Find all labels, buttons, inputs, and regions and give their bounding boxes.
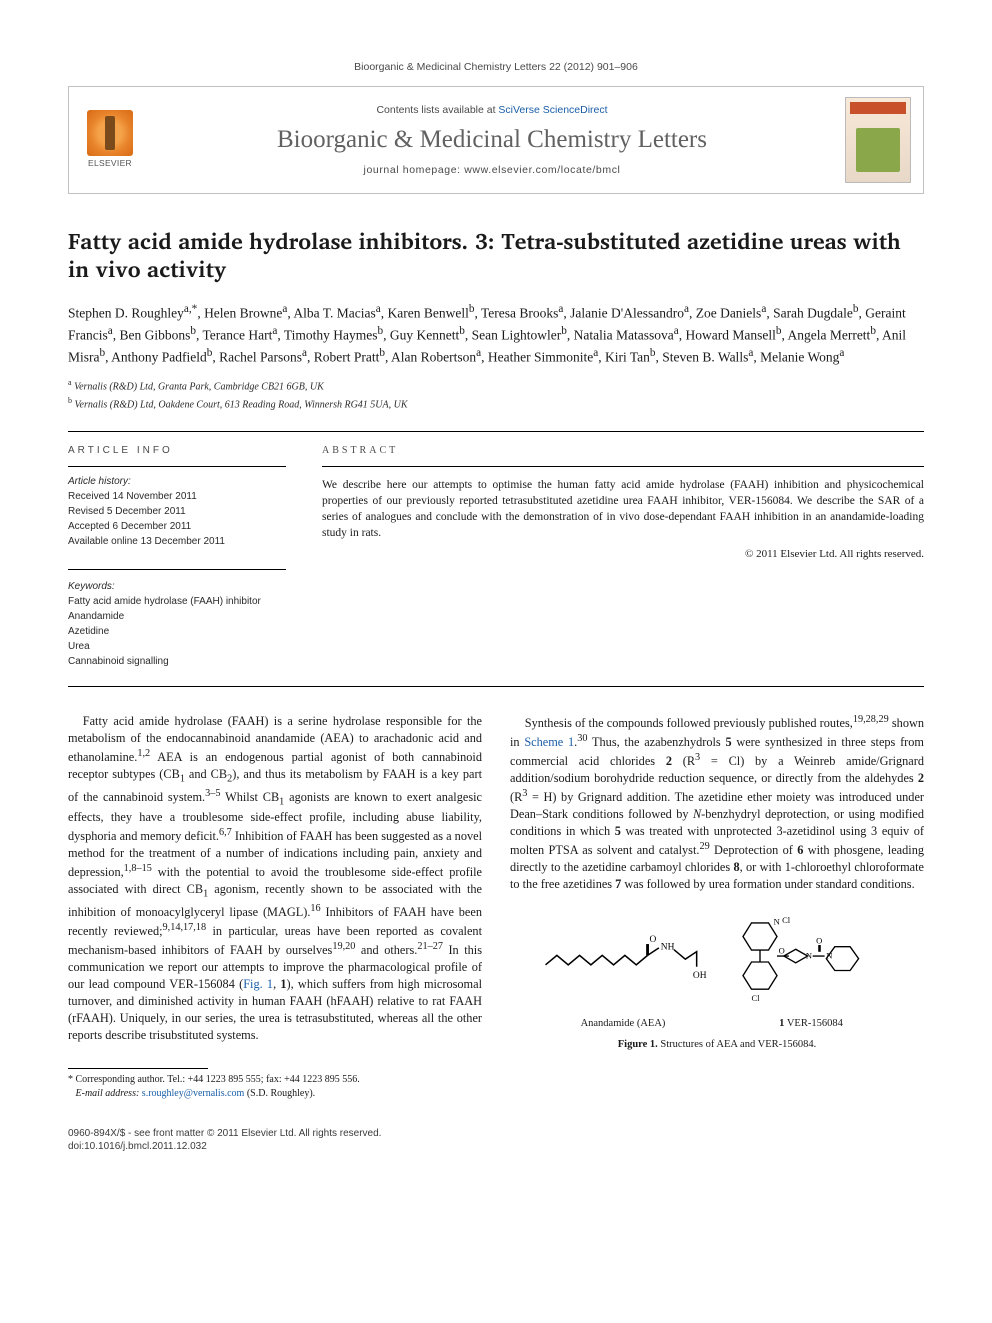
article-title: Fatty acid amide hydrolase inhibitors. 3… <box>68 228 924 283</box>
journal-name: Bioorganic & Medicinal Chemistry Letters <box>153 123 831 157</box>
elsevier-tree-icon <box>87 110 133 156</box>
history-revised: Revised 5 December 2011 <box>68 505 286 519</box>
contents-available-line: Contents lists available at SciVerse Sci… <box>153 103 831 117</box>
keyword-2: Azetidine <box>68 625 286 639</box>
page-footer: 0960-894X/$ - see front matter © 2011 El… <box>68 1127 924 1154</box>
journal-homepage: journal homepage: www.elsevier.com/locat… <box>153 163 831 177</box>
affiliations: a Vernalis (R&D) Ltd, Granta Park, Cambr… <box>68 377 924 413</box>
corr-line1: Corresponding author. Tel.: +44 1223 895… <box>76 1074 360 1085</box>
keyword-4: Cannabinoid signalling <box>68 655 286 669</box>
svg-text:NH: NH <box>661 943 675 953</box>
affiliation-a: a Vernalis (R&D) Ltd, Granta Park, Cambr… <box>68 377 924 395</box>
corr-email-suffix: (S.D. Roughley). <box>244 1088 315 1099</box>
body-text: Fatty acid amide hydrolase (FAAH) is a s… <box>68 713 924 1101</box>
svg-text:Cl: Cl <box>782 915 791 925</box>
citation-bar: Bioorganic & Medicinal Chemistry Letters… <box>68 60 924 74</box>
contents-prefix: Contents lists available at <box>376 104 498 116</box>
article-info-block: ARTICLE INFO Article history: Received 1… <box>68 444 286 670</box>
aea-label: Anandamide (AEA) <box>538 1017 708 1031</box>
history-received: Received 14 November 2011 <box>68 490 286 504</box>
history-accepted: Accepted 6 December 2011 <box>68 520 286 534</box>
svg-text:O: O <box>649 935 656 945</box>
corr-email-link[interactable]: s.roughley@vernalis.com <box>142 1088 245 1099</box>
keywords-label: Keywords: <box>68 580 286 594</box>
elsevier-brand-text: ELSEVIER <box>88 158 132 169</box>
abstract-heading: ABSTRACT <box>322 444 924 458</box>
affiliation-b: b Vernalis (R&D) Ltd, Oakdene Court, 613… <box>68 395 924 413</box>
footer-doi: doi:10.1016/j.bmcl.2011.12.032 <box>68 1140 381 1154</box>
keyword-0: Fatty acid amide hydrolase (FAAH) inhibi… <box>68 595 286 609</box>
homepage-prefix: journal homepage: <box>364 164 465 176</box>
elsevier-logo: ELSEVIER <box>81 107 139 173</box>
keyword-1: Anandamide <box>68 610 286 624</box>
history-online: Available online 13 December 2011 <box>68 535 286 549</box>
footer-front-matter: 0960-894X/$ - see front matter © 2011 El… <box>68 1127 381 1141</box>
body-para-2: Synthesis of the compounds followed prev… <box>510 713 924 893</box>
figure-caption-bold: Figure 1. <box>618 1039 658 1050</box>
figure-1: O NH OH Anandamide (AEA) N Cl <box>510 907 924 1052</box>
footnote-separator <box>68 1068 208 1069</box>
corr-mark: * <box>68 1074 73 1085</box>
author-list: Stephen D. Roughleya,*, Helen Brownea, A… <box>68 301 924 367</box>
figure-1-caption: Figure 1. Structures of AEA and VER-1560… <box>510 1038 924 1052</box>
ver-label: 1 1 VER-156084VER-156084 <box>726 1017 896 1031</box>
sciencedirect-link[interactable]: SciVerse ScienceDirect <box>498 104 607 116</box>
aea-structure-icon: O NH OH <box>538 907 708 1017</box>
homepage-url[interactable]: www.elsevier.com/locate/bmcl <box>464 164 620 176</box>
svg-text:O: O <box>779 946 785 956</box>
svg-text:O: O <box>816 935 822 945</box>
svg-text:N: N <box>806 951 812 961</box>
figure-caption-text: Structures of AEA and VER-156084. <box>658 1039 816 1050</box>
corr-email-label: E-mail address: <box>76 1088 142 1099</box>
abstract-copyright: © 2011 Elsevier Ltd. All rights reserved… <box>322 547 924 562</box>
corresponding-author-note: * Corresponding author. Tel.: +44 1223 8… <box>68 1073 482 1101</box>
abstract-block: ABSTRACT We describe here our attempts t… <box>322 444 924 670</box>
journal-cover-thumbnail <box>845 97 911 183</box>
article-info-heading: ARTICLE INFO <box>68 444 286 458</box>
svg-text:N: N <box>774 917 780 927</box>
ver-structure-icon: N Cl Cl O N O N <box>726 907 896 1017</box>
keyword-3: Urea <box>68 640 286 654</box>
body-para-1: Fatty acid amide hydrolase (FAAH) is a s… <box>68 713 482 1044</box>
abstract-text: We describe here our attempts to optimis… <box>322 477 924 541</box>
svg-text:OH: OH <box>693 971 707 981</box>
svg-text:Cl: Cl <box>752 993 761 1003</box>
history-label: Article history: <box>68 475 286 489</box>
masthead: ELSEVIER Contents lists available at Sci… <box>68 86 924 194</box>
